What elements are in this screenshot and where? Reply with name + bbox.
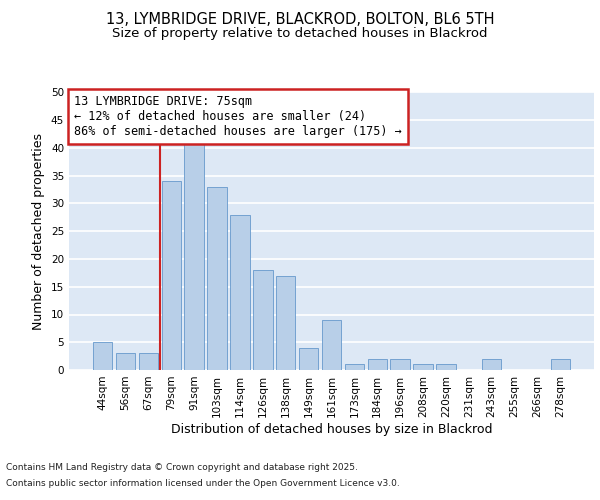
Text: 13 LYMBRIDGE DRIVE: 75sqm
← 12% of detached houses are smaller (24)
86% of semi-: 13 LYMBRIDGE DRIVE: 75sqm ← 12% of detac… (74, 96, 402, 138)
Bar (322, 320, 341, 370)
X-axis label: Distribution of detached houses by size in Blackrod: Distribution of detached houses by size … (171, 422, 492, 436)
Text: Contains HM Land Registry data © Crown copyright and database right 2025.: Contains HM Land Registry data © Crown c… (6, 464, 358, 472)
Bar (161, 182, 181, 370)
Bar (208, 187, 227, 370)
Bar (482, 359, 502, 370)
Text: Size of property relative to detached houses in Blackrod: Size of property relative to detached ho… (112, 28, 488, 40)
Bar (93, 342, 112, 370)
Y-axis label: Number of detached properties: Number of detached properties (32, 132, 46, 330)
Text: 13, LYMBRIDGE DRIVE, BLACKROD, BOLTON, BL6 5TH: 13, LYMBRIDGE DRIVE, BLACKROD, BOLTON, B… (106, 12, 494, 28)
Bar (276, 276, 295, 370)
Bar (139, 354, 158, 370)
Bar (368, 359, 387, 370)
Bar (413, 364, 433, 370)
Bar (184, 137, 204, 370)
Text: Contains public sector information licensed under the Open Government Licence v3: Contains public sector information licen… (6, 478, 400, 488)
Bar (436, 364, 455, 370)
Bar (551, 359, 570, 370)
Bar (116, 354, 135, 370)
Bar (253, 270, 272, 370)
Bar (230, 214, 250, 370)
Bar (299, 348, 319, 370)
Bar (344, 364, 364, 370)
Bar (391, 359, 410, 370)
